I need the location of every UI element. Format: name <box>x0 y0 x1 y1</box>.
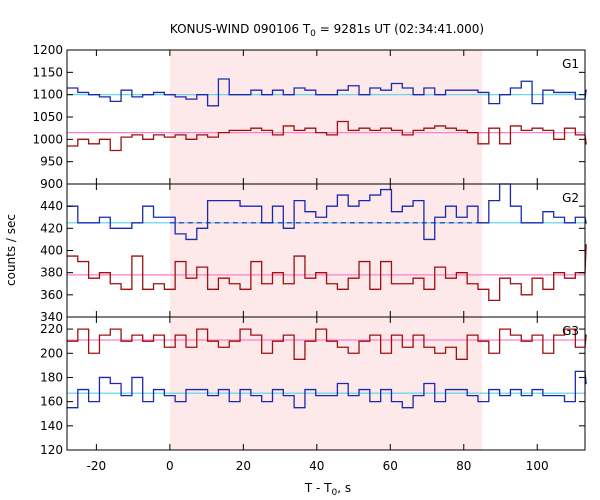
panel-label-g2: G2 <box>562 191 579 205</box>
series-layer <box>67 78 587 409</box>
panel-label-g1: G1 <box>562 57 579 71</box>
y-tick-label: 900 <box>40 177 63 191</box>
shaded-interval-panel-2 <box>169 184 483 317</box>
g3-red-lightcurve <box>67 328 587 360</box>
y-tick-label: 420 <box>40 221 63 235</box>
panel-label-g3: G3 <box>562 324 579 338</box>
x-tick-label: -20 <box>87 459 107 473</box>
y-tick-label: 160 <box>40 395 63 409</box>
y-tick-label: 120 <box>40 443 63 457</box>
y-tick-label: 180 <box>40 370 63 384</box>
panel-frame-g3 <box>66 316 586 451</box>
g2-red-lightcurve <box>67 244 587 302</box>
y-tick-label: 400 <box>40 244 63 258</box>
x-tick-label: 100 <box>526 459 549 473</box>
x-tick-label: 60 <box>383 459 398 473</box>
y-axis-label: counts / sec <box>4 214 18 286</box>
y-tick-label: 220 <box>40 322 63 336</box>
y-tick-label: 200 <box>40 346 63 360</box>
y-tick-label: 360 <box>40 288 63 302</box>
y-tick-label: 340 <box>40 310 63 324</box>
y-tick-label: 380 <box>40 266 63 280</box>
y-tick-label: 1200 <box>32 43 63 57</box>
x-tick-label: 0 <box>166 459 174 473</box>
chart-title: KONUS-WIND 090106 T0 = 9281s UT (02:34:4… <box>170 22 484 39</box>
x-tick-label: 80 <box>456 459 471 473</box>
shaded-interval-panel-1 <box>169 50 483 184</box>
y-tick-label: 950 <box>40 155 63 169</box>
g1-blue-lightcurve <box>67 78 587 107</box>
y-tick-label: 440 <box>40 199 63 213</box>
y-tick-label: 140 <box>40 419 63 433</box>
g1-red-lightcurve <box>67 120 587 152</box>
x-tick-label: 40 <box>309 459 324 473</box>
x-tick-label: 20 <box>236 459 251 473</box>
g3-blue-lightcurve <box>67 370 587 409</box>
axes-layer: 90095010001050110011501200G1340360380400… <box>32 43 586 473</box>
y-tick-label: 1050 <box>32 110 63 124</box>
x-axis-label: T - T0, s <box>304 481 351 498</box>
y-tick-label: 1000 <box>32 132 63 146</box>
y-tick-label: 1150 <box>32 65 63 79</box>
y-tick-label: 1100 <box>32 88 63 102</box>
